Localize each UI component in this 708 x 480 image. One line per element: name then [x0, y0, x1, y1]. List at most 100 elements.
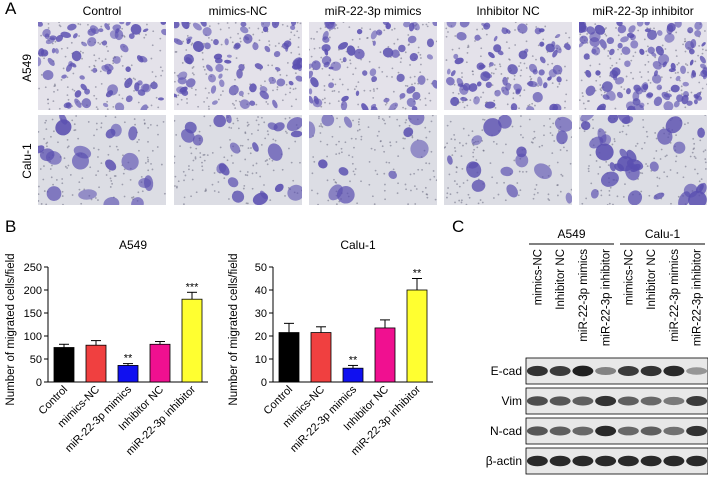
blot-band — [572, 365, 594, 377]
blot-band — [595, 455, 617, 467]
blot-band — [526, 365, 548, 377]
chart-title: Calu-1 — [340, 238, 376, 252]
blot-lane-label: miR-22-3p inhibitor — [601, 249, 613, 346]
bar — [342, 367, 364, 383]
blot-band — [663, 455, 685, 467]
blot-lane-label: Inhibitor NC — [555, 249, 567, 310]
blot-band — [595, 395, 617, 407]
error-bar — [412, 278, 422, 290]
panel-label-b: B — [5, 217, 17, 236]
blot-band — [640, 365, 662, 377]
bar-chart-calu1: Calu-1 Number of migrated cells/field 0 10 2… — [228, 238, 433, 458]
micrograph-tile — [38, 22, 166, 110]
y-tick-label: 200 — [24, 285, 42, 297]
blot-lane-label: miR-22-3p mimics — [578, 249, 590, 342]
chart-title: A549 — [119, 238, 147, 252]
blot-band — [572, 396, 594, 406]
column-header: Control — [82, 4, 122, 18]
blot-band — [617, 455, 639, 467]
blot-band — [617, 396, 639, 406]
bar — [374, 327, 396, 383]
error-bar — [187, 291, 197, 300]
bar — [278, 332, 300, 383]
blot-band — [549, 366, 571, 376]
bar — [149, 343, 171, 383]
blot-band — [663, 426, 685, 436]
blot-band — [640, 426, 662, 436]
y-tick-label: 50 — [30, 354, 42, 366]
y-tick-label: 250 — [24, 262, 42, 274]
micrograph-tile — [38, 115, 166, 205]
micrograph-tile — [174, 115, 302, 205]
blot-band — [686, 425, 708, 437]
y-tick-label: 10 — [255, 354, 267, 366]
blot-band — [640, 396, 662, 406]
bar — [53, 347, 75, 383]
blot-band — [526, 426, 548, 436]
y-tick-label: 50 — [255, 262, 267, 274]
panel-label-a: A — [5, 0, 17, 18]
significance-mark: *** — [186, 281, 200, 293]
bar — [310, 332, 332, 383]
y-axis-label: Number of migrated cells/field — [228, 253, 240, 405]
y-tick-label: 150 — [24, 308, 42, 320]
blot-band — [595, 425, 617, 437]
error-bar — [123, 363, 133, 366]
y-tick-label: 100 — [24, 331, 42, 343]
blot-row-label: β-actin — [486, 454, 522, 468]
error-bar — [155, 341, 165, 345]
significance-mark: ** — [413, 268, 422, 280]
bar — [181, 298, 203, 383]
column-header: miR-22-3p mimics — [324, 4, 422, 18]
blot-group-label: Calu-1 — [645, 227, 681, 241]
blot-group-label: A549 — [557, 227, 585, 241]
error-bar — [316, 326, 326, 333]
micrograph-tile — [579, 115, 707, 205]
bar — [85, 344, 107, 383]
column-header: Inhibitor NC — [476, 4, 540, 18]
blot-band — [617, 426, 639, 436]
micrograph-tile — [309, 115, 437, 205]
blot-band — [572, 455, 594, 467]
blot-row-label: Vim — [502, 394, 522, 408]
blot-band — [663, 396, 685, 406]
y-tick-label: 30 — [255, 308, 267, 320]
micrograph-tile — [444, 115, 572, 205]
y-tick-label: 20 — [255, 331, 267, 343]
column-header: mimics-NC — [208, 4, 268, 18]
y-tick-label: 40 — [255, 285, 267, 297]
blot-band — [549, 396, 571, 406]
blot-lane-label: mimics-NC — [532, 249, 544, 305]
panel-a-micrographs — [38, 22, 707, 205]
error-bar — [348, 364, 358, 369]
blot-band — [572, 426, 594, 436]
column-header: miR-22-3p inhibitor — [592, 4, 694, 18]
error-bar — [284, 322, 294, 333]
y-tick-label: 0 — [36, 377, 42, 389]
blot-band — [663, 365, 685, 377]
error-bar — [91, 340, 101, 346]
blot-lane-label: Inhibitor NC — [646, 249, 658, 310]
blot-row-label: N-cad — [490, 424, 522, 438]
micrograph-tile — [309, 22, 437, 110]
blot-strip — [525, 417, 708, 445]
blot-band — [595, 367, 617, 375]
blot-strip — [525, 447, 708, 475]
blot-band — [640, 455, 662, 467]
micrograph-tile — [444, 22, 572, 110]
y-axis-label: Number of migrated cells/field — [5, 253, 17, 405]
blot-lane-label: mimics-NC — [623, 249, 635, 305]
blot-band — [526, 396, 548, 406]
significance-mark: ** — [349, 354, 358, 366]
blot-lane-label: miR-22-3p inhibitor — [692, 249, 704, 346]
significance-mark: ** — [124, 353, 133, 365]
blot-lane-label: miR-22-3p mimics — [669, 249, 681, 342]
blot-band — [686, 455, 708, 467]
micrograph-tile — [579, 22, 707, 110]
y-tick-label: 0 — [261, 377, 267, 389]
blot-band — [617, 366, 639, 376]
blot-strip — [525, 387, 708, 415]
error-bar — [59, 343, 69, 348]
blot-band — [549, 455, 571, 467]
blot-band — [526, 455, 548, 467]
